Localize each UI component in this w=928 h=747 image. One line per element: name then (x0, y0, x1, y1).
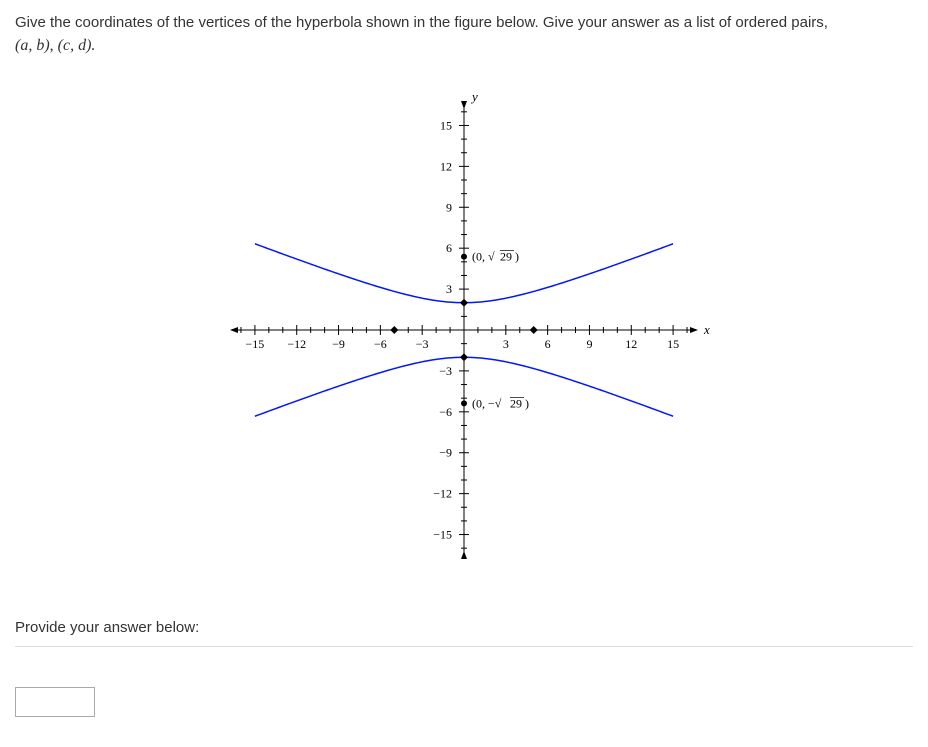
svg-text:−15: −15 (246, 337, 265, 351)
svg-text:−6: −6 (439, 404, 452, 418)
svg-text:−12: −12 (433, 486, 452, 500)
svg-text:15: 15 (440, 118, 452, 132)
question-formula: (a, b), (c, d). (15, 37, 95, 55)
answer-prompt: Provide your answer below: (15, 619, 913, 636)
answer-input[interactable] (15, 687, 95, 717)
svg-text:6: 6 (545, 337, 551, 351)
svg-text:−9: −9 (332, 337, 345, 351)
svg-text:29 ): 29 ) (510, 396, 529, 410)
svg-text:x: x (703, 322, 710, 337)
svg-text:−3: −3 (416, 337, 429, 351)
svg-text:15: 15 (667, 337, 679, 351)
svg-text:3: 3 (503, 337, 509, 351)
svg-text:(0, √: (0, √ (472, 249, 495, 263)
svg-text:−3: −3 (439, 363, 452, 377)
svg-text:−6: −6 (374, 337, 387, 351)
svg-text:12: 12 (440, 159, 452, 173)
svg-text:y: y (470, 89, 478, 104)
svg-text:6: 6 (446, 241, 452, 255)
svg-text:3: 3 (446, 282, 452, 296)
question-text: Give the coordinates of the vertices of … (15, 12, 913, 35)
svg-text:−15: −15 (433, 527, 452, 541)
graph-container: −15 −12 −9 −6 −3 3 6 9 12 15 −15 −12 −9 −6 −3 3 6 9 12 15 x y… (15, 85, 913, 579)
question-line1: Give the coordinates of the vertices of … (15, 14, 828, 31)
svg-text:−9: −9 (439, 445, 452, 459)
svg-text:9: 9 (586, 337, 592, 351)
svg-text:12: 12 (625, 337, 637, 351)
svg-text:(0, −√: (0, −√ (472, 396, 502, 410)
divider (15, 646, 913, 647)
hyperbola-graph: −15 −12 −9 −6 −3 3 6 9 12 15 −15 −12 −9 −6 −3 3 6 9 12 15 x y… (194, 85, 734, 575)
svg-text:9: 9 (446, 200, 452, 214)
svg-text:29 ): 29 ) (500, 249, 519, 263)
svg-text:−12: −12 (287, 337, 306, 351)
